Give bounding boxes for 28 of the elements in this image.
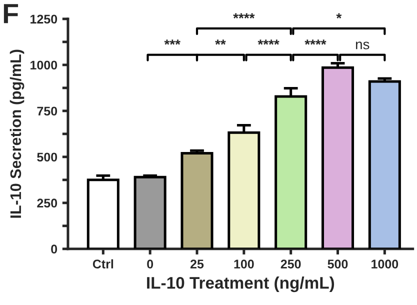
- y-tick-label: 1000: [30, 60, 58, 70]
- x-tick-label: Ctrl: [92, 259, 114, 268]
- y-axis-title: IL-10 Secretion (pg/mL): [10, 50, 24, 218]
- y-tick-label: 500: [37, 152, 58, 162]
- bar: [321, 66, 354, 249]
- x-tick-label: 0: [147, 260, 154, 268]
- text: ****: [233, 13, 255, 18]
- x-tick-label: 1000: [372, 260, 398, 268]
- x-tick-label: 250: [280, 260, 301, 268]
- bar: [86, 178, 120, 249]
- x-tick-label: 25: [190, 260, 204, 268]
- x-tick-label: 500: [328, 260, 348, 268]
- bar: [134, 176, 166, 249]
- bar: [368, 80, 401, 249]
- text: *: [336, 13, 342, 18]
- y-tick-label: 0: [51, 244, 58, 254]
- annotation: ***: [164, 40, 180, 45]
- annotation: ****: [304, 40, 326, 45]
- annotation: **: [215, 40, 226, 45]
- y-tick-label: 250: [37, 198, 58, 208]
- x-axis-title: IL-10 Treatment (ng/mL): [147, 276, 334, 292]
- annotation: ****: [258, 40, 280, 45]
- bar: [180, 152, 214, 249]
- y-tick-label: 750: [37, 106, 58, 116]
- y-tick-label: 1250: [30, 14, 58, 24]
- x-tick-label: 100: [234, 260, 254, 268]
- annotation: ns: [356, 42, 370, 50]
- text: F: [4, 4, 18, 24]
